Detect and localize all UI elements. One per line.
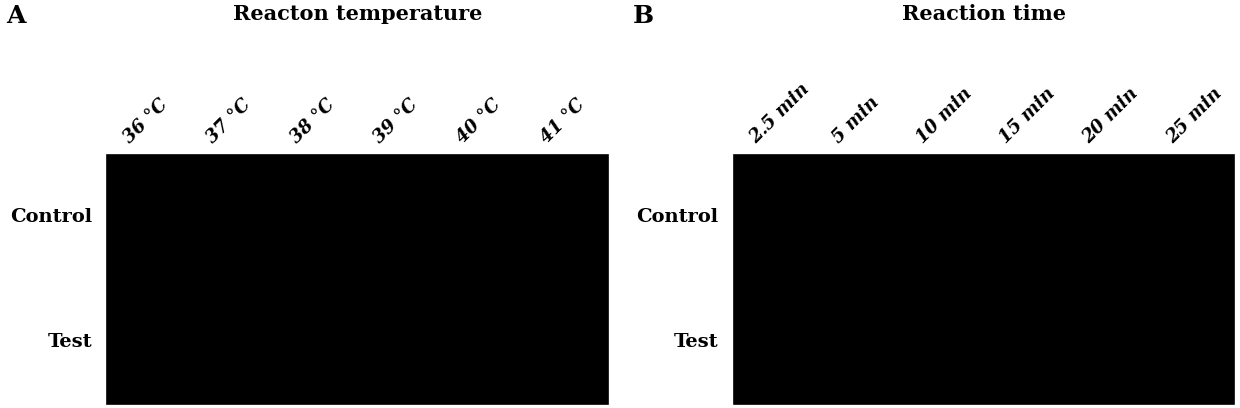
Text: Control: Control — [636, 208, 718, 226]
Text: 36 °C: 36 °C — [120, 95, 171, 147]
Text: 41 °C: 41 °C — [537, 95, 588, 147]
Text: 40 °C: 40 °C — [454, 95, 505, 147]
Text: 20 min: 20 min — [1080, 84, 1142, 147]
Text: 10 min: 10 min — [913, 84, 976, 147]
Text: 5 min: 5 min — [830, 93, 883, 147]
Text: B: B — [632, 4, 653, 28]
Text: 2.5 min: 2.5 min — [746, 80, 813, 147]
Text: A: A — [6, 4, 26, 28]
Bar — [734, 155, 1234, 404]
Text: Test: Test — [673, 333, 718, 351]
Text: Reacton temperature: Reacton temperature — [233, 4, 482, 24]
Text: Reaction time: Reaction time — [901, 4, 1065, 24]
Text: 37 °C: 37 °C — [203, 95, 254, 147]
Text: 38 °C: 38 °C — [286, 95, 339, 147]
Text: Test: Test — [47, 333, 92, 351]
Bar — [108, 155, 608, 404]
Text: 15 min: 15 min — [996, 84, 1059, 147]
Text: 25 min: 25 min — [1163, 84, 1225, 147]
Text: Control: Control — [10, 208, 92, 226]
Text: 39 °C: 39 °C — [370, 95, 422, 147]
